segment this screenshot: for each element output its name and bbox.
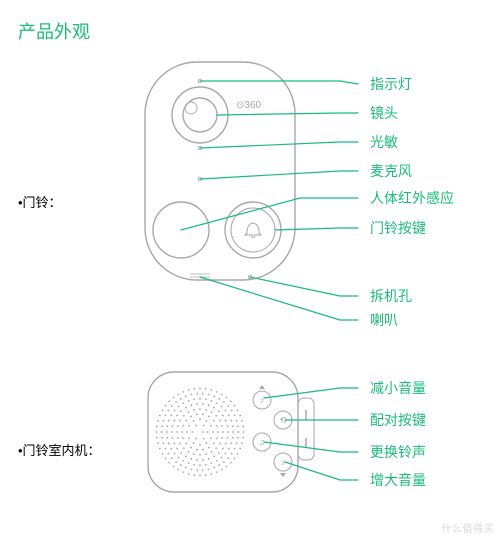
callout-label-ring: 更换铃声 [370, 445, 426, 459]
callout-label-vol_up: 增大音量 [370, 473, 426, 487]
watermark: 什么值得买 [442, 520, 495, 535]
callout-label-teardown: 拆机孔 [370, 289, 412, 303]
callout-label-vol_down: 减小音量 [370, 381, 426, 395]
callout-line-indicator [200, 81, 358, 84]
callout-label-pir: 人体红外感应 [370, 191, 454, 205]
power-plug [298, 398, 314, 460]
vol-up-arrow-icon [259, 385, 265, 389]
page-root: 产品外观 •门铃： •门铃室内机： ⊙360♪⟲♫♪ 指示灯镜头光敏麦克风人体红… [0, 0, 500, 539]
callout-line-vol_down [264, 388, 358, 398]
callout-line-pir [181, 198, 358, 230]
callout-line-button [275, 228, 358, 230]
callout-label-speaker: 喇叭 [370, 313, 398, 327]
vol-down-button-icon: ♪ [260, 395, 265, 405]
bell-icon [245, 223, 261, 235]
callout-label-light: 光敏 [370, 135, 398, 149]
callout-line-light [200, 142, 358, 148]
callout-label-lens: 镜头 [370, 106, 398, 120]
lens-glare [185, 102, 197, 114]
vol-down-arrow-icon [280, 473, 286, 477]
callout-line-lens [217, 113, 358, 115]
bell-icon-clapper [251, 236, 255, 238]
callout-label-mic: 麦克风 [370, 164, 412, 178]
speaker-grille [156, 388, 245, 477]
callout-label-pair: 配对按键 [370, 413, 426, 427]
callout-line-ring [264, 442, 358, 452]
callout-line-mic [200, 171, 358, 179]
callout-label-indicator: 指示灯 [370, 77, 412, 91]
brand-logo: ⊙360 [236, 100, 262, 111]
callout-label-button: 门铃按键 [370, 221, 426, 235]
callout-line-teardown [250, 277, 358, 296]
